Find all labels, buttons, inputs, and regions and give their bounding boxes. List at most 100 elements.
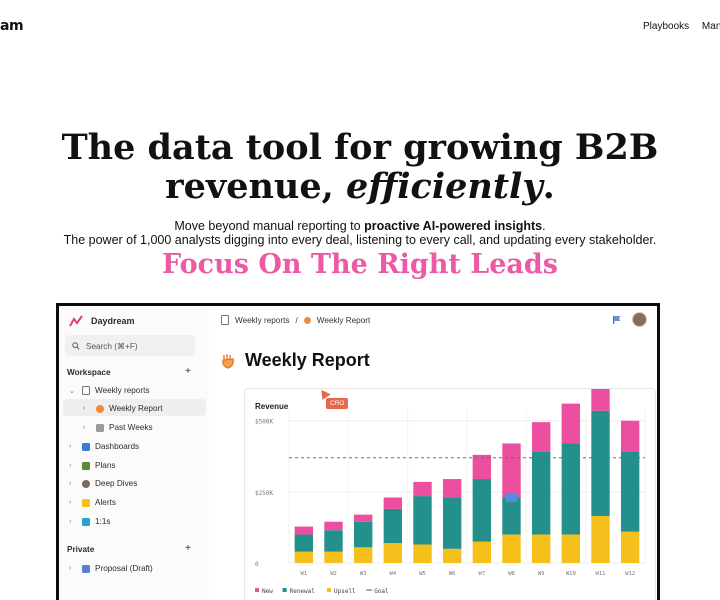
comment-icon xyxy=(505,493,518,503)
flag-icon[interactable] xyxy=(612,315,622,325)
bar-upsell xyxy=(472,541,492,563)
sidebar-item-label: Weekly Report xyxy=(109,404,163,413)
logo-wordmark[interactable]: am xyxy=(0,18,24,34)
chevron-right-icon: › xyxy=(69,499,72,506)
bar-renewal xyxy=(383,508,403,544)
chevron-down-icon: ⌄ xyxy=(69,387,75,395)
x-tick-label: W3 xyxy=(360,571,367,577)
sidebar-item-weekly-reports[interactable]: ⌄ Weekly reports xyxy=(69,386,149,395)
sidebar-item-label: Deep Dives xyxy=(95,479,138,488)
x-tick-label: W10 xyxy=(566,571,576,577)
chevron-right-icon: › xyxy=(69,480,72,487)
x-tick-label: W6 xyxy=(449,571,456,577)
y-tick-label: $500K xyxy=(255,419,273,426)
private-label: Private xyxy=(67,545,95,554)
hero-title-line2: revenue, efficiently. xyxy=(0,167,720,206)
x-tick-label: W5 xyxy=(419,571,426,577)
sidebar-item-label: Alerts xyxy=(95,498,116,507)
dashboard-icon xyxy=(82,442,90,451)
hand-icon xyxy=(222,353,234,369)
breadcrumb-parent[interactable]: Weekly reports xyxy=(235,315,290,325)
sidebar-item-past-weeks[interactable]: › Past Weeks xyxy=(83,423,153,432)
chevron-right-icon: › xyxy=(83,424,86,431)
bar-renewal xyxy=(353,521,373,548)
legend-label: Upsell xyxy=(334,588,356,595)
nav-manifesto[interactable]: Mani xyxy=(701,21,720,32)
sidebar-item-one-on-ones[interactable]: › 1:1s xyxy=(69,517,110,526)
sidebar-item-label: Plans xyxy=(95,461,116,470)
bar-upsell xyxy=(591,516,610,563)
hero-title-plain: revenue, xyxy=(165,166,347,207)
page-title: Weekly Report xyxy=(221,350,370,371)
bar-new xyxy=(620,420,640,452)
legend-label: Renewal xyxy=(290,588,316,595)
bar-upsell xyxy=(383,543,403,563)
hero-title-line1: The data tool for growing B2B xyxy=(61,127,659,168)
bar-new xyxy=(561,403,581,444)
chevron-right-icon: › xyxy=(69,565,72,572)
sidebar-item-dashboards[interactable]: › Dashboards xyxy=(69,442,139,451)
document-icon xyxy=(82,564,90,573)
workspace-section: Workspace + xyxy=(67,366,191,377)
app-brand-label: Daydream xyxy=(91,316,135,326)
sidebar-item-plans[interactable]: › Plans xyxy=(69,461,115,470)
nav-playbooks[interactable]: Playbooks xyxy=(643,21,690,32)
top-nav: Playbooks Mani xyxy=(643,21,720,32)
bar-upsell xyxy=(324,551,343,563)
cursor-badge: CRO xyxy=(326,398,349,409)
private-section: Private + xyxy=(67,543,191,554)
sidebar-item-alerts[interactable]: › Alerts xyxy=(69,498,116,507)
bar-new xyxy=(472,454,492,480)
breadcrumb-current[interactable]: Weekly Report xyxy=(316,315,371,325)
breadcrumb-separator: / xyxy=(295,315,298,325)
x-tick-label: W2 xyxy=(330,571,337,577)
chevron-right-icon: › xyxy=(69,443,72,450)
sidebar-item-deep-dives[interactable]: › Deep Dives xyxy=(69,479,137,488)
bar-new xyxy=(502,443,521,498)
legend-label: Goal xyxy=(374,588,389,595)
sub1-plain: Move beyond manual reporting to xyxy=(174,219,365,233)
sidebar-search[interactable]: Search (⌘+F) xyxy=(65,335,195,356)
bar-new xyxy=(531,422,551,452)
chat-icon xyxy=(82,517,90,526)
search-icon xyxy=(72,341,80,350)
bar-renewal xyxy=(591,410,610,517)
x-tick-label: W9 xyxy=(538,571,545,577)
add-workspace-icon[interactable]: + xyxy=(185,366,191,377)
sidebar-item-weekly-report[interactable]: › Weekly Report xyxy=(83,404,163,413)
chart-title: Revenue xyxy=(255,402,289,411)
sidebar-item-proposal[interactable]: › Proposal (Draft) xyxy=(69,564,153,573)
megaphone-icon xyxy=(82,498,90,507)
hero-title-emphasis: efficiently xyxy=(346,166,543,207)
clipboard-icon xyxy=(82,461,90,470)
bar-upsell xyxy=(531,534,551,563)
app-screenshot: Daydream Search (⌘+F) Workspace + ⌄ Weekly… xyxy=(56,303,660,600)
add-private-icon[interactable]: + xyxy=(185,543,191,554)
diver-icon xyxy=(82,479,90,488)
sidebar-item-label: Proposal (Draft) xyxy=(95,564,153,573)
bar-new xyxy=(591,389,610,411)
sub1-bold: proactive AI-powered insights xyxy=(364,219,543,233)
revenue-chart: 0 $250K $500K W1 W2 W3 W4 W5 W6 W7 W8 W9 W10 W11 W12 Ne… xyxy=(255,389,646,595)
daydream-logo-icon xyxy=(69,315,83,327)
legend-label: New xyxy=(262,588,273,595)
sidebar-item-label: Weekly reports xyxy=(95,386,150,395)
app-brand[interactable]: Daydream xyxy=(69,315,135,327)
archive-icon xyxy=(96,423,104,432)
x-tick-label: W11 xyxy=(596,571,606,577)
bar-renewal xyxy=(502,497,521,535)
page-title-text: Weekly Report xyxy=(245,350,370,370)
x-tick-label: W12 xyxy=(625,571,635,577)
y-tick-label: $250K xyxy=(255,490,273,497)
revenue-chart-card: Revenue CRO 0 $250K $500K W1 W2 W3 W4 W5 W6 W7 W8 W… xyxy=(244,386,656,600)
search-placeholder: Search (⌘+F) xyxy=(86,341,138,351)
bar-renewal xyxy=(472,479,492,542)
legend-swatch xyxy=(282,588,287,592)
top-right-icons xyxy=(612,312,647,327)
x-tick-label: W4 xyxy=(390,571,397,577)
x-tick-label: W7 xyxy=(479,571,486,577)
bar-renewal xyxy=(442,497,462,549)
bar-new xyxy=(442,479,462,498)
bar-upsell xyxy=(561,534,581,563)
avatar[interactable] xyxy=(632,312,647,327)
